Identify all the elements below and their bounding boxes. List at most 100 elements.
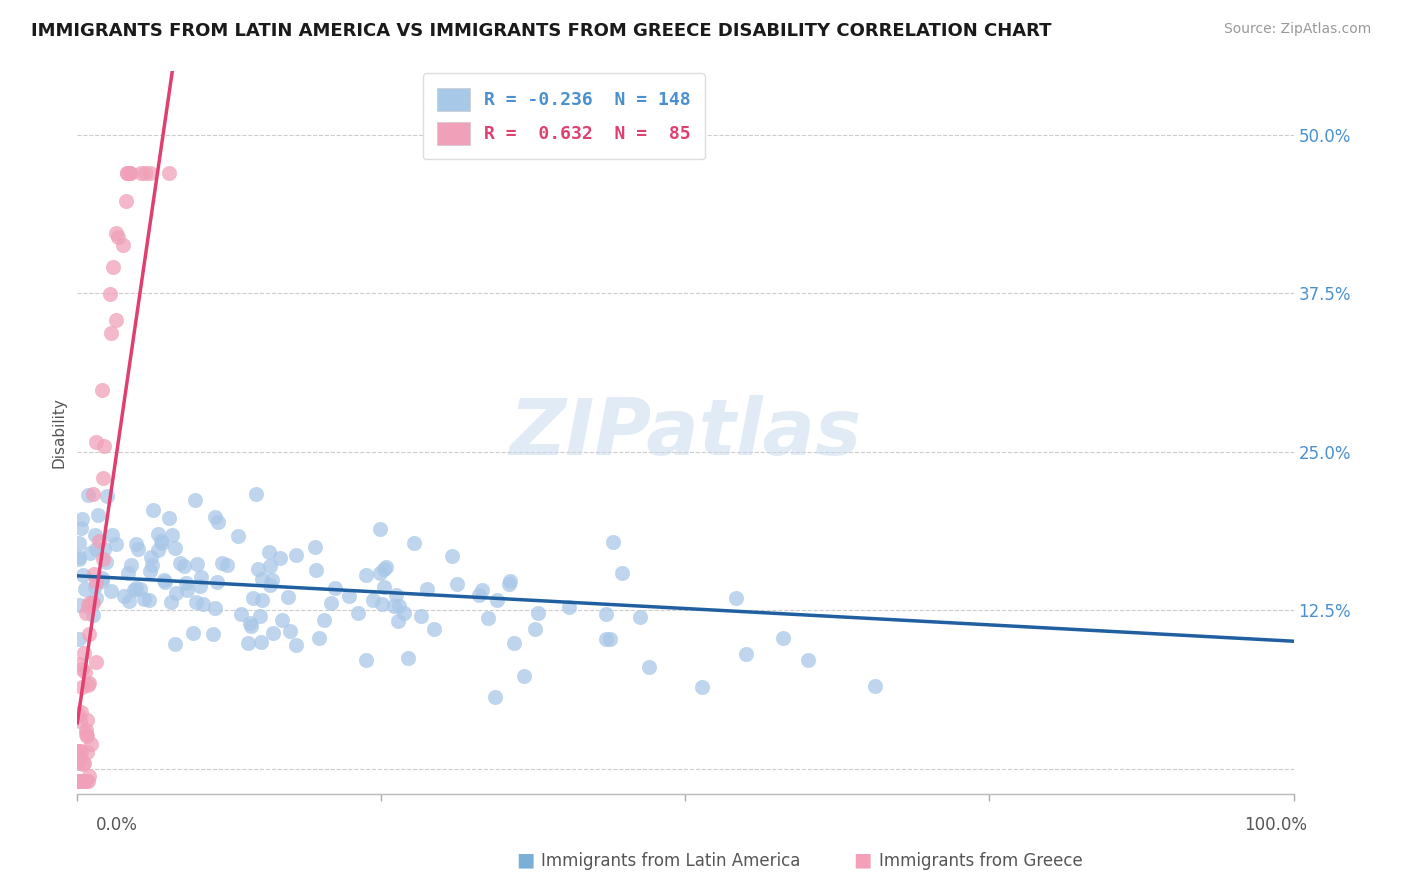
Point — [66, 774, 89, 789]
Point — [304, 541, 326, 555]
Point — [84, 656, 107, 670]
Point — [157, 166, 180, 180]
Point — [70, 774, 93, 789]
Point — [269, 551, 291, 566]
Point — [67, 744, 90, 758]
Point — [146, 527, 169, 541]
Point — [468, 588, 491, 602]
Point — [69, 774, 91, 789]
Point — [278, 624, 301, 638]
Point — [142, 503, 165, 517]
Point — [312, 613, 335, 627]
Point — [100, 584, 122, 599]
Point — [122, 582, 145, 597]
Point — [82, 596, 104, 610]
Point — [67, 551, 90, 566]
Point — [76, 729, 98, 743]
Point — [385, 588, 408, 602]
Point — [134, 166, 156, 180]
Point — [239, 616, 262, 631]
Point — [70, 662, 93, 676]
Point — [262, 625, 284, 640]
Point — [69, 751, 91, 765]
Point — [557, 600, 579, 615]
Point — [368, 566, 391, 580]
Point — [66, 774, 89, 789]
Point — [91, 574, 114, 589]
Point — [503, 636, 526, 650]
Point — [67, 657, 90, 672]
Point — [162, 527, 184, 541]
Point — [176, 582, 198, 597]
Point — [153, 573, 176, 587]
Point — [141, 558, 163, 573]
Point — [115, 166, 138, 180]
Text: ■: ■ — [516, 851, 534, 870]
Point — [72, 774, 94, 789]
Point — [242, 591, 264, 605]
Point — [239, 619, 262, 633]
Point — [638, 660, 661, 674]
Point — [79, 546, 101, 560]
Point — [165, 586, 187, 600]
Point — [204, 509, 226, 524]
Point — [127, 541, 149, 556]
Point — [84, 591, 107, 606]
Point — [169, 556, 191, 570]
Point — [797, 653, 820, 667]
Point — [67, 774, 90, 789]
Point — [66, 774, 89, 789]
Point — [101, 260, 124, 274]
Point — [75, 582, 97, 597]
Point — [129, 582, 152, 596]
Point — [735, 647, 758, 661]
Point — [87, 508, 110, 522]
Point — [190, 570, 212, 584]
Text: 0.0%: 0.0% — [96, 816, 138, 834]
Point — [98, 287, 121, 301]
Point — [72, 512, 94, 526]
Point — [76, 723, 98, 737]
Point — [69, 744, 91, 758]
Point — [120, 558, 142, 572]
Point — [404, 536, 426, 550]
Point — [70, 774, 93, 789]
Point — [112, 589, 135, 603]
Point — [124, 581, 146, 595]
Point — [66, 774, 89, 789]
Point — [114, 194, 136, 208]
Text: ■: ■ — [853, 851, 872, 870]
Point — [83, 528, 105, 542]
Point — [80, 595, 103, 609]
Point — [75, 606, 97, 620]
Point — [470, 583, 492, 598]
Point — [76, 678, 98, 692]
Point — [595, 632, 617, 647]
Point — [628, 610, 651, 624]
Point — [79, 596, 101, 610]
Point — [440, 549, 463, 564]
Point — [323, 582, 346, 596]
Point — [863, 679, 886, 693]
Point — [82, 487, 104, 501]
Point — [523, 622, 546, 636]
Point — [285, 638, 308, 652]
Point — [67, 536, 90, 550]
Text: Source: ZipAtlas.com: Source: ZipAtlas.com — [1223, 22, 1371, 37]
Point — [66, 707, 89, 722]
Point — [259, 559, 281, 574]
Point — [90, 571, 112, 585]
Point — [125, 537, 148, 551]
Point — [486, 592, 509, 607]
Point — [67, 751, 90, 765]
Point — [76, 745, 98, 759]
Point — [772, 631, 794, 645]
Point — [226, 529, 249, 543]
Point — [184, 595, 207, 609]
Point — [67, 774, 90, 789]
Point — [446, 577, 468, 591]
Point — [423, 623, 446, 637]
Point — [72, 756, 94, 770]
Point — [498, 577, 520, 591]
Point — [157, 511, 180, 525]
